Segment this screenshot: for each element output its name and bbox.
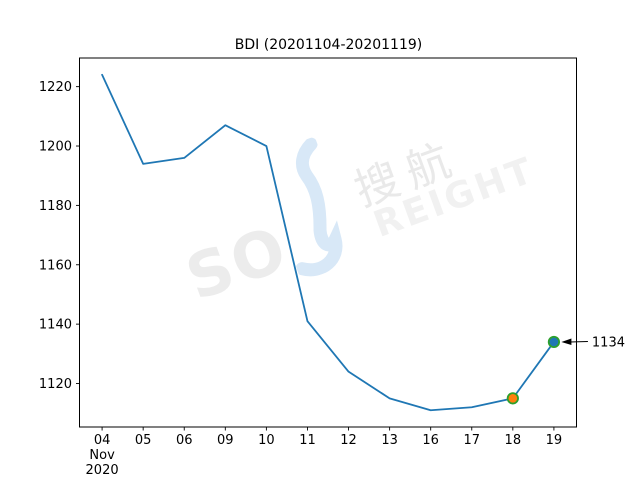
y-tick-label: 1120 bbox=[39, 377, 72, 392]
x-axis-month-year-label: Nov bbox=[89, 448, 115, 463]
annotation-arrow-line bbox=[569, 340, 588, 343]
x-tick-label: 13 bbox=[381, 433, 398, 448]
data-point-marker-18 bbox=[506, 392, 519, 405]
x-tick-label: 16 bbox=[422, 433, 439, 448]
x-tick-label: 17 bbox=[463, 433, 480, 448]
x-tick-label: 05 bbox=[135, 433, 152, 448]
y-tick-label: 1160 bbox=[39, 258, 72, 273]
data-point-marker-19 bbox=[547, 335, 561, 349]
annotation-arrowhead bbox=[561, 338, 572, 345]
axes-frame bbox=[79, 57, 577, 428]
annotation-value-label: 1134 bbox=[592, 335, 625, 350]
x-tick-label: 06 bbox=[176, 433, 193, 448]
y-tick-label: 1140 bbox=[39, 318, 72, 333]
y-tick-label: 1200 bbox=[39, 140, 72, 155]
y-tick-label: 1220 bbox=[39, 80, 72, 95]
x-tick-label: 18 bbox=[505, 433, 522, 448]
x-tick-label: 19 bbox=[546, 433, 563, 448]
x-tick-label: 04 bbox=[94, 433, 111, 448]
x-tick-label: 11 bbox=[299, 433, 316, 448]
y-tick-label: 1180 bbox=[39, 199, 72, 214]
x-axis-month-year-label: 2020 bbox=[86, 463, 119, 478]
chart-title: BDI (20201104-20201119) bbox=[234, 37, 423, 53]
x-tick-label: 10 bbox=[258, 433, 275, 448]
x-tick-label: 09 bbox=[217, 433, 234, 448]
data-line bbox=[101, 73, 555, 412]
x-tick-label: 12 bbox=[340, 433, 357, 448]
